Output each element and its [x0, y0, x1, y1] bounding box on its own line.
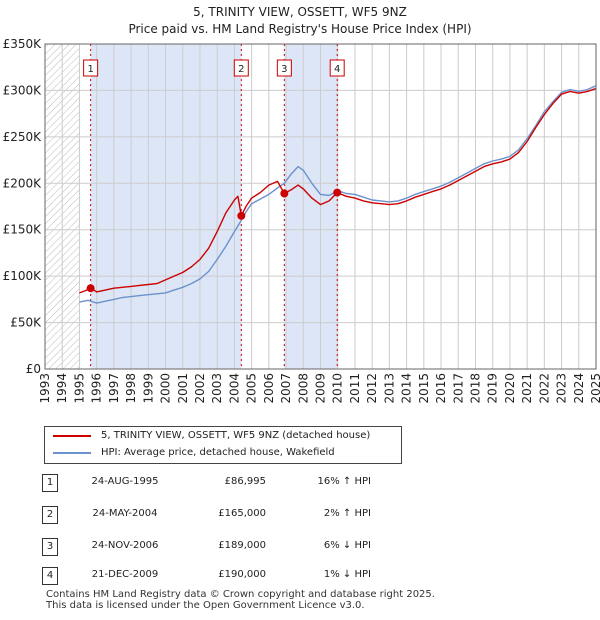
chart-title: 5, TRINITY VIEW, OSSETT, WF5 9NZ [193, 5, 407, 19]
sale-number-label: 4 [334, 64, 340, 75]
sale-row: 1 24-AUG-1995 £86,995 16% ↑ HPI [0, 474, 600, 492]
sale-date: 21-DEC-2009 [91, 569, 159, 580]
footer-licence: This data is licensed under the Open Gov… [46, 600, 365, 611]
x-tick-label: 1996 [90, 373, 104, 404]
legend-label-hpi: HPI: Average price, detached house, Wake… [101, 447, 335, 458]
plot-frame [44, 43, 597, 370]
footer: Contains HM Land Registry data © Crown c… [46, 589, 435, 611]
x-tick-label: 2015 [417, 373, 431, 404]
legend-swatch-hpi [53, 452, 91, 454]
sale-date: 24-AUG-1995 [91, 476, 159, 487]
sale-price: £165,000 [218, 508, 266, 519]
x-tick-label: 1997 [107, 373, 121, 404]
sale-point [333, 188, 342, 197]
x-tick-label: 2018 [468, 373, 482, 404]
footer-copyright: Contains HM Land Registry data © Crown c… [46, 589, 435, 600]
chart-subtitle: Price paid vs. HM Land Registry's House … [128, 22, 472, 36]
price-chart: 1 2 3 4 £0 £50K £100K £150K £200K £250K £300K £350… [3, 37, 600, 404]
sale-date: 24-NOV-2006 [91, 540, 159, 551]
sale-point [237, 211, 246, 220]
sale-hpi-diff: 1% ↓ HPI [323, 569, 371, 580]
sale-number-label: 3 [281, 64, 287, 75]
y-tick-label: £0 [26, 362, 41, 376]
legend-label-property: 5, TRINITY VIEW, OSSETT, WF5 9NZ (detach… [101, 430, 371, 441]
shaded-range [284, 44, 338, 369]
x-tick-label: 2016 [434, 373, 448, 404]
x-tick-label: 2005 [245, 373, 259, 404]
x-tick-label: 2006 [262, 373, 276, 404]
sale-row: 2 24-MAY-2004 £165,000 2% ↑ HPI [0, 506, 600, 524]
sale-number: 1 [42, 474, 58, 492]
property-series-line [79, 87, 597, 294]
sale-number-box [276, 59, 292, 77]
sale-number-label: 1 [87, 64, 93, 75]
x-tick-label: 2004 [227, 373, 241, 404]
x-tick-label: 2024 [572, 373, 586, 404]
sale-date: 24-MAY-2004 [92, 508, 158, 519]
x-tick-label: 2002 [193, 373, 207, 404]
x-tick-label: 1995 [72, 373, 86, 404]
y-tick-label: £200K [3, 176, 43, 190]
sale-hpi-diff: 16% ↑ HPI [317, 476, 371, 487]
sale-point [280, 189, 289, 198]
y-tick-label: £250K [3, 130, 43, 144]
x-tick-label: 2025 [589, 373, 600, 404]
x-tick-label: 2022 [537, 373, 551, 404]
x-tick-label: 2021 [520, 373, 534, 404]
sale-point [86, 284, 95, 293]
x-tick-label: 2012 [365, 373, 379, 404]
x-tick-label: 2020 [503, 373, 517, 404]
x-tick-label: 2011 [348, 373, 362, 404]
x-tick-label: 2003 [210, 373, 224, 404]
sale-number-box [83, 59, 99, 77]
hpi-series-line [79, 85, 597, 304]
x-tick-label: 2007 [279, 373, 293, 404]
sale-number: 4 [42, 567, 58, 585]
sale-number-box [329, 59, 345, 77]
y-tick-label: £50K [10, 316, 42, 330]
x-tick-label: 2010 [331, 373, 345, 404]
legend-swatch-property [53, 435, 91, 437]
x-tick-label: 2014 [400, 373, 414, 404]
sale-price: £189,000 [218, 540, 266, 551]
x-tick-label: 2023 [555, 373, 569, 404]
x-tick-label: 1993 [38, 373, 52, 404]
x-tick-label: 2017 [451, 373, 465, 404]
sale-price: £190,000 [218, 569, 266, 580]
x-tick-label: 2019 [486, 373, 500, 404]
x-tick-label: 2013 [382, 373, 396, 404]
x-tick-label: 2001 [176, 373, 190, 404]
sale-hpi-diff: 2% ↑ HPI [323, 508, 371, 519]
sale-hpi-diff: 6% ↓ HPI [323, 540, 371, 551]
sale-number-label: 2 [238, 64, 244, 75]
x-tick-label: 1999 [141, 373, 155, 404]
y-tick-label: £150K [3, 223, 43, 237]
y-tick-label: £350K [3, 37, 43, 51]
sale-number: 3 [42, 538, 58, 556]
y-tick-label: £100K [3, 269, 43, 283]
sale-row: 3 24-NOV-2006 £189,000 6% ↓ HPI [0, 538, 600, 556]
sale-row: 4 21-DEC-2009 £190,000 1% ↓ HPI [0, 567, 600, 585]
sale-number: 2 [42, 506, 58, 524]
x-tick-label: 2008 [296, 373, 310, 404]
legend: 5, TRINITY VIEW, OSSETT, WF5 9NZ (detach… [44, 426, 402, 464]
x-tick-label: 1998 [124, 373, 138, 404]
sale-number-box [233, 59, 249, 77]
x-tick-label: 1994 [55, 373, 69, 404]
x-tick-label: 2000 [159, 373, 173, 404]
y-tick-label: £300K [3, 83, 43, 97]
x-tick-label: 2009 [314, 373, 328, 404]
sale-price: £86,995 [224, 476, 266, 487]
